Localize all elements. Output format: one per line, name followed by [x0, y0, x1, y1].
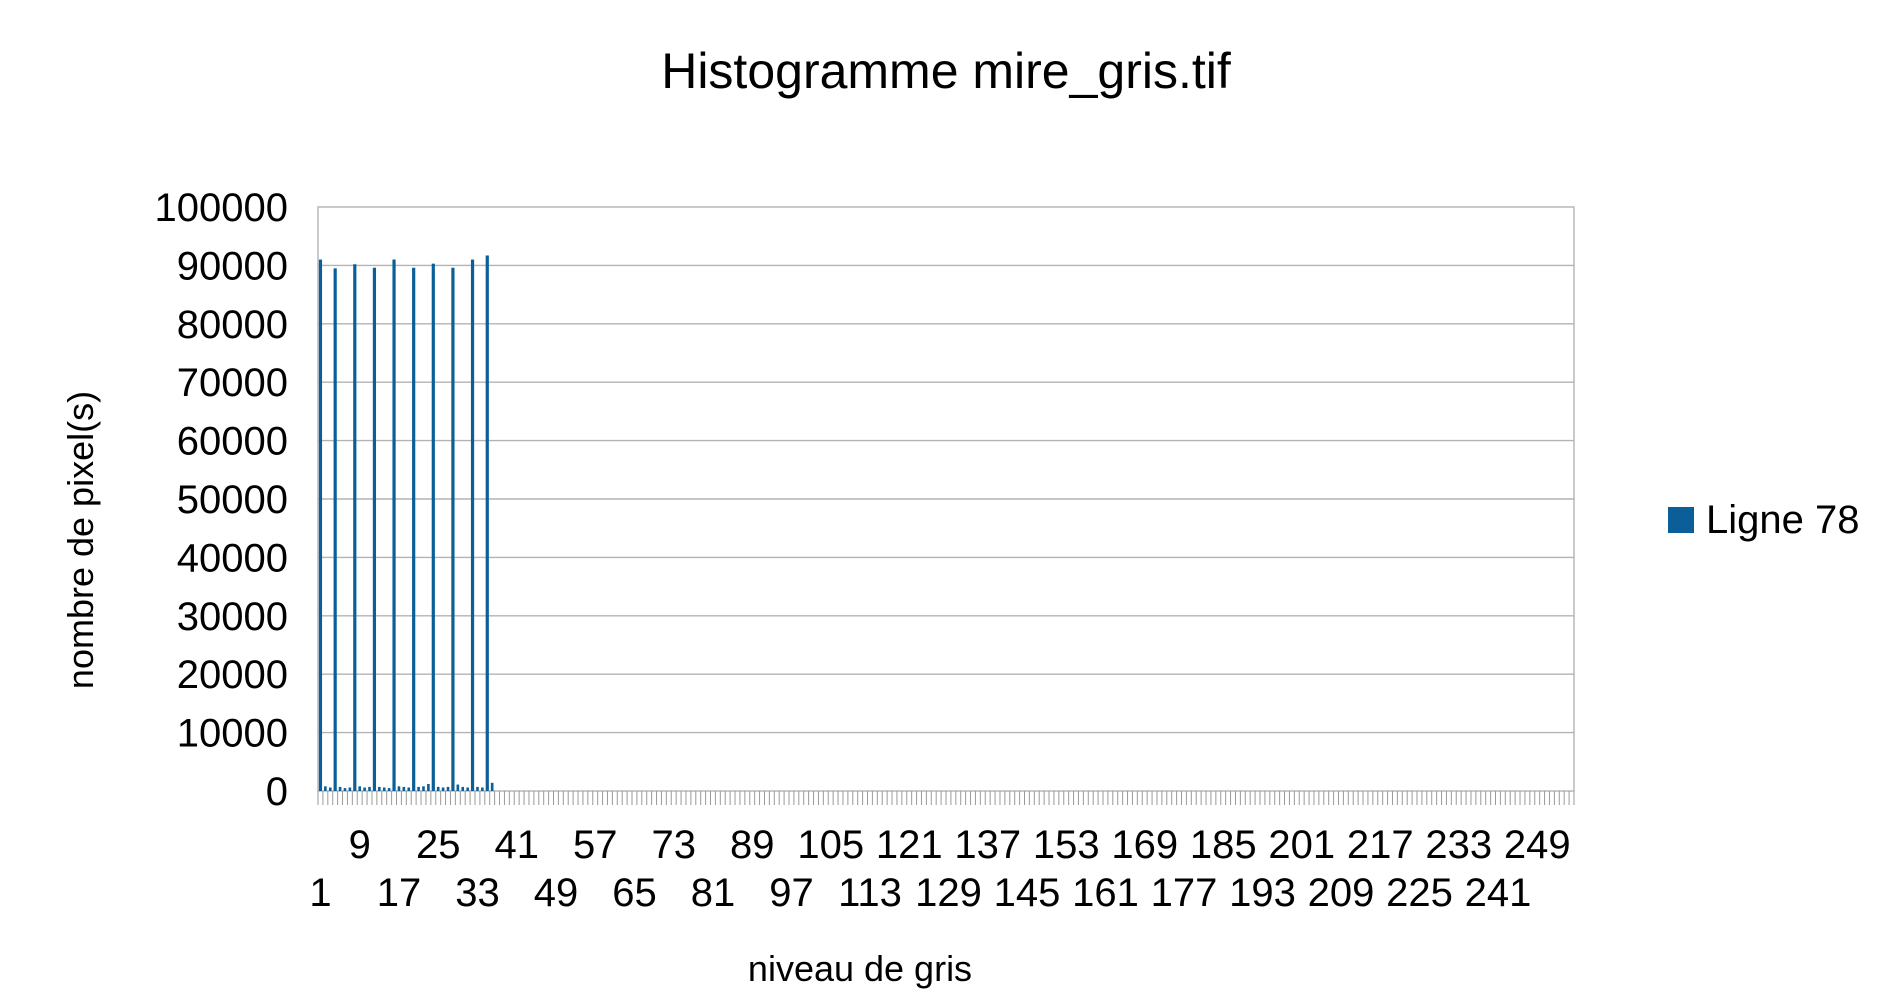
x-tick-label: 177 [1151, 871, 1218, 915]
x-tick-label: 105 [797, 823, 864, 867]
histogram-bar [441, 787, 445, 791]
x-tick-label: 89 [730, 823, 775, 867]
histogram-bar [348, 787, 352, 791]
histogram-bar [363, 787, 366, 791]
x-tick-label: 217 [1347, 823, 1414, 867]
x-tick-label: 97 [769, 871, 814, 915]
histogram-bar [353, 264, 357, 791]
histogram-bar [481, 787, 484, 791]
x-tick-label: 17 [377, 871, 422, 915]
x-tick-label: 57 [573, 823, 618, 867]
x-axis-label: niveau de gris [748, 948, 972, 989]
histogram-bar [392, 259, 396, 791]
y-axis-tick-labels: 0 10000 20000 30000 40000 50000 60000 70000 8000… [155, 186, 288, 814]
histogram-bar [451, 267, 455, 792]
histogram-bar [372, 267, 377, 792]
x-tick-label: 129 [915, 871, 982, 915]
y-tick-label: 80000 [177, 303, 288, 347]
histogram-bar [318, 259, 323, 791]
histogram-bar [466, 787, 469, 791]
histogram-bar [382, 787, 386, 791]
x-tick-label: 9 [349, 823, 371, 867]
y-tick-label: 60000 [177, 420, 288, 464]
histogram-bar [397, 786, 401, 791]
x-tick-label: 121 [876, 823, 943, 867]
histogram-bar [461, 786, 465, 791]
x-tick-label: 193 [1229, 871, 1296, 915]
x-axis-tick-labels: 9 25 41 57 73 89 105 121 137 153 169 185 201 217 233 24… [309, 823, 1570, 915]
x-tick-label: 161 [1072, 871, 1139, 915]
y-axis-label: nombre de pixel(s) [60, 391, 101, 689]
histogram-bar [436, 786, 440, 791]
grid-lines [318, 264, 1574, 734]
histogram-bar [324, 786, 327, 791]
y-tick-label: 50000 [177, 478, 288, 522]
y-tick-label: 90000 [177, 244, 288, 288]
chart-title: Histogramme mire_gris.tif [661, 43, 1231, 99]
x-tick-label: 33 [455, 871, 500, 915]
x-axis-minor-ticks [317, 791, 1575, 805]
histogram-bar [343, 788, 347, 791]
histogram-bar [368, 786, 371, 791]
x-tick-label: 145 [994, 871, 1061, 915]
x-tick-label: 49 [534, 871, 579, 915]
x-tick-label: 65 [612, 871, 657, 915]
x-tick-label: 25 [416, 823, 461, 867]
histogram-bar [417, 786, 420, 791]
legend-label-ligne-78: Ligne 78 [1706, 498, 1859, 542]
y-tick-label: 30000 [177, 595, 288, 639]
histogram-bar [378, 786, 381, 791]
x-tick-label: 225 [1386, 871, 1453, 915]
histogram-bar [427, 783, 430, 791]
x-tick-label: 113 [838, 871, 902, 915]
histogram-bar [358, 786, 362, 791]
histogram-bar [387, 788, 391, 791]
x-tick-label: 1 [309, 871, 331, 915]
histogram-bar [328, 787, 332, 791]
x-tick-label: 81 [691, 871, 736, 915]
x-tick-label: 137 [954, 823, 1021, 867]
y-tick-label: 40000 [177, 536, 288, 580]
x-tick-label: 249 [1504, 823, 1571, 867]
histogram-bar [422, 786, 425, 791]
legend-swatch-ligne-78 [1668, 507, 1694, 533]
x-tick-label: 185 [1190, 823, 1257, 867]
histogram-bar [402, 786, 406, 791]
y-tick-label: 20000 [177, 653, 288, 697]
histogram-bars [318, 255, 494, 792]
histogram-bar [412, 267, 416, 792]
x-tick-label: 73 [651, 823, 696, 867]
histogram-bar [407, 787, 411, 791]
y-tick-label: 100000 [155, 186, 288, 230]
histogram-bar [490, 782, 494, 791]
histogram-bar [485, 255, 489, 792]
histogram-bar [476, 786, 479, 791]
y-tick-label: 0 [266, 770, 288, 814]
y-tick-label: 70000 [177, 361, 288, 405]
x-tick-label: 241 [1465, 871, 1532, 915]
histogram-bar [333, 268, 337, 791]
x-tick-label: 169 [1111, 823, 1178, 867]
x-tick-label: 41 [494, 823, 539, 867]
x-tick-label: 233 [1425, 823, 1492, 867]
histogram-bar [456, 784, 460, 791]
histogram-bar [431, 263, 435, 791]
histogram-bar [446, 786, 450, 791]
x-tick-label: 201 [1268, 823, 1335, 867]
x-tick-label: 209 [1308, 871, 1375, 915]
histogram-bar [338, 786, 342, 791]
histogram-bar [470, 259, 475, 791]
x-tick-label: 153 [1033, 823, 1100, 867]
y-tick-label: 10000 [177, 712, 288, 756]
legend: Ligne 78 [1668, 498, 1859, 542]
